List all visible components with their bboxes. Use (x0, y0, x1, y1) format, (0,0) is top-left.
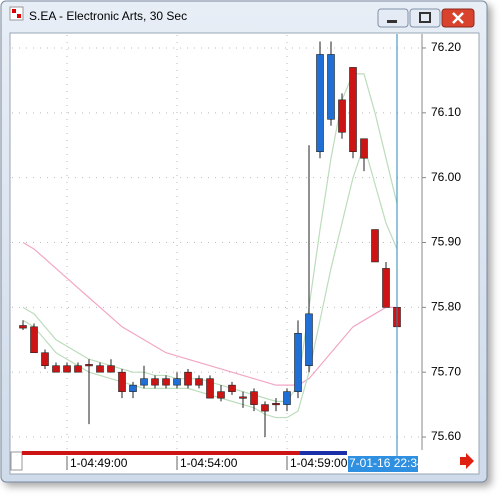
x-tick-label: 1-04:59:00 (290, 456, 348, 470)
candle-body (19, 325, 27, 329)
time-bar (22, 451, 300, 455)
y-tick-label: 75.90 (431, 235, 461, 249)
moving-average-line (22, 241, 397, 386)
corner-box (10, 451, 23, 471)
x-tick-label: 1-04:49:00 (70, 456, 128, 470)
candle-body (371, 229, 379, 263)
app-icon (9, 6, 24, 21)
y-tick-label: 76.20 (431, 40, 461, 54)
candle-body (96, 365, 104, 373)
chart-area (9, 32, 480, 475)
crosshair-label-bg (348, 456, 418, 472)
candle-body (151, 378, 159, 386)
plot: 75.60 75.70 75.80 75.90 76.00 76.10 76.20 1-04:… (12, 34, 461, 472)
close-icon (452, 12, 464, 24)
candle-body (107, 365, 115, 373)
x-tick-label: 1-04:54:00 (180, 456, 238, 470)
candle-body (327, 54, 335, 120)
candle-body (217, 391, 225, 399)
app-icon-mark (12, 9, 16, 13)
candle-body (85, 364, 93, 367)
time-bar (300, 451, 347, 455)
candle-body (338, 99, 346, 133)
candle-body (294, 332, 302, 392)
app-icon-mark (17, 14, 21, 18)
maximize-button[interactable] (409, 8, 441, 28)
candle-body (173, 378, 181, 386)
maximize-icon (419, 12, 431, 23)
candle-body (74, 365, 82, 373)
candle-body (140, 378, 148, 386)
y-tick-label: 75.80 (431, 300, 461, 314)
crosshair-label: 7-01-16 22:34:00 (349, 456, 441, 470)
candle-body (360, 138, 368, 159)
candle-body (250, 391, 258, 405)
scroll-arrow[interactable] (460, 453, 474, 469)
candle-body (272, 403, 280, 406)
candle-body (41, 352, 49, 367)
candle-body (283, 391, 291, 405)
candle-body (228, 384, 236, 392)
candle-body (206, 378, 214, 399)
minimize-icon (387, 20, 397, 23)
candle-body (118, 371, 126, 392)
y-tick-label: 75.60 (431, 429, 461, 443)
candle-body (63, 365, 71, 373)
candle-body (239, 396, 247, 399)
candle-body (349, 67, 357, 153)
y-tick-label: 75.70 (431, 364, 461, 378)
candle-body (162, 378, 170, 386)
candle-body (261, 404, 269, 412)
candle-body (316, 54, 324, 153)
candle-body (195, 378, 203, 386)
candle-body (52, 365, 60, 373)
window-title: S.EA - Electronic Arts, 30 Sec (29, 9, 187, 23)
candle-body (184, 371, 192, 386)
candle-body (30, 326, 38, 354)
minimize-button[interactable] (377, 8, 409, 28)
y-tick-label: 76.10 (431, 105, 461, 119)
candle-body (305, 313, 313, 367)
candle-body (129, 384, 137, 392)
candle-body (382, 268, 390, 308)
y-tick-label: 76.00 (431, 170, 461, 184)
